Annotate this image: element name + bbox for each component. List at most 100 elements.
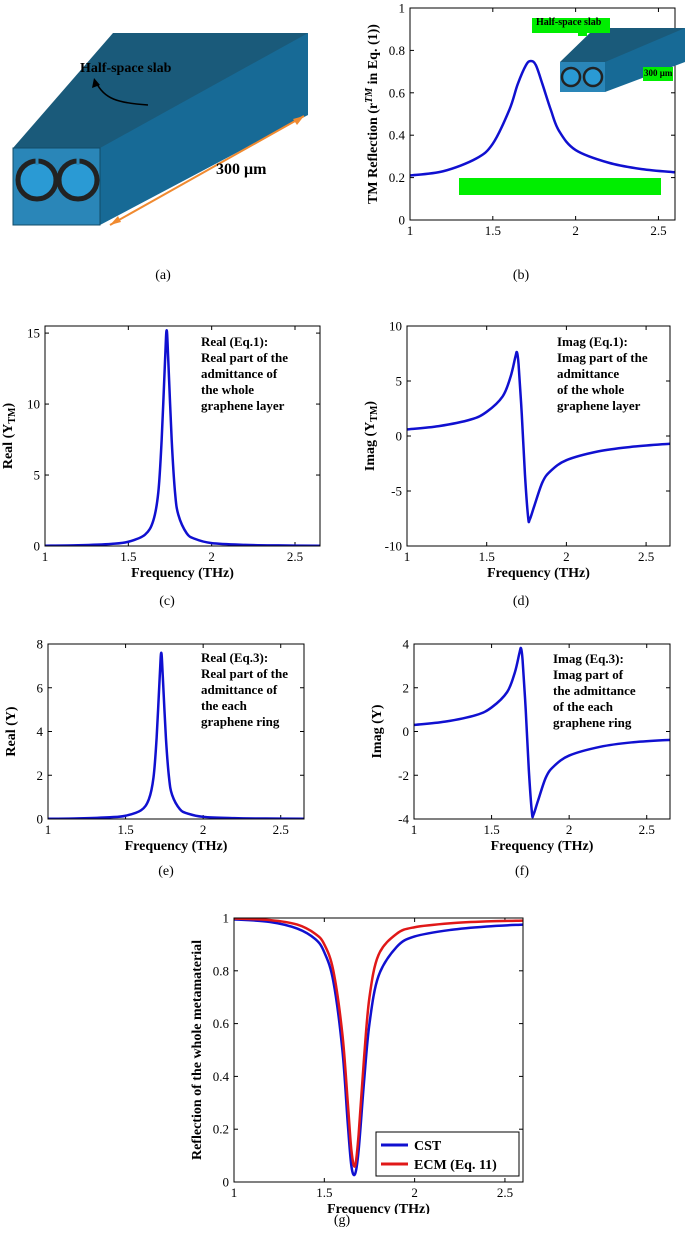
inset-side-face bbox=[605, 28, 685, 92]
length-label: 300 μm bbox=[216, 161, 267, 178]
axes-box-d bbox=[406, 325, 671, 547]
annotation-f-line-5: graphene ring bbox=[553, 715, 632, 730]
y-tick-label-g-5: 1 bbox=[223, 912, 230, 926]
y-tick-label-g-0: 0 bbox=[223, 1175, 230, 1190]
y-axis-label-f: Imag (Y) bbox=[370, 704, 385, 758]
x-tick-label-c-1: 1.5 bbox=[120, 549, 136, 564]
annotation-f-line-2: Imag part of bbox=[553, 667, 624, 682]
length-arrowhead-end bbox=[293, 116, 304, 125]
annotation-e: Real (Eq.3): Real part of the admittance… bbox=[201, 650, 288, 730]
inset-ring-left bbox=[560, 66, 582, 88]
annotation-c-line-1: Real (Eq.1): bbox=[201, 334, 269, 349]
annotation-d-line-5: graphene layer bbox=[557, 398, 641, 413]
x-tick-label-g-3: 2.5 bbox=[497, 1185, 513, 1200]
annotation-e-line-2: Real part of the bbox=[201, 666, 289, 681]
x-tick-label-d-3: 2.5 bbox=[638, 549, 654, 564]
y-tick-label-g-2: 0.4 bbox=[213, 1069, 230, 1084]
y-tick-label-b-2: 0.4 bbox=[389, 128, 406, 143]
x-tick-label-d-2: 2 bbox=[563, 549, 570, 564]
annotation-c-line-4: the whole bbox=[201, 382, 255, 397]
legend-label-g-1: ECM (Eq. 11) bbox=[414, 1158, 497, 1173]
chart-f: 1 1.5 2 2.5 -4 -2 0 2 4 Frequency (THz) Imag (Y) bbox=[370, 637, 671, 854]
y-tick-label-f-3: 2 bbox=[403, 680, 410, 695]
y-tick-label-b-5: 1 bbox=[399, 1, 406, 16]
y-tick-label-g-1: 0.2 bbox=[213, 1122, 229, 1137]
chart-e: 1 1.5 2 2.5 0 2 4 6 8 Frequency (THz) Real (Y) bbox=[4, 637, 305, 854]
x-axis-label-d: Frequency (THz) bbox=[487, 566, 590, 581]
x-tick-label-f-3: 2.5 bbox=[639, 822, 655, 837]
x-tick-label-c-2: 2 bbox=[208, 549, 215, 564]
y-axis-label-tail-c: ) bbox=[1, 403, 16, 408]
length-arrow bbox=[109, 115, 305, 226]
annotation-c-line-2: Real part of the bbox=[201, 350, 289, 365]
y-tick-label-e-2: 4 bbox=[37, 724, 44, 739]
axes-box-b bbox=[409, 7, 676, 221]
y-axis-label-main-g: Reflection of the whole metamaterial bbox=[190, 940, 205, 1160]
annotation-c-line-3: admittance of bbox=[201, 366, 278, 381]
annotation-c-line-5: graphene layer bbox=[201, 398, 285, 413]
x-tick-label-f-2: 2 bbox=[566, 822, 573, 837]
panel-label-b: (b) bbox=[512, 268, 530, 283]
x-tick-label-d-1: 1.5 bbox=[479, 549, 495, 564]
inset-ring-right bbox=[582, 66, 604, 88]
axes-box-e bbox=[47, 643, 305, 820]
y-axis-label-g: Reflection of the whole metamaterial bbox=[190, 940, 205, 1160]
series-line-f-0 bbox=[414, 646, 670, 819]
y-tick-label-f-4: 4 bbox=[403, 637, 410, 652]
y-tick-label-b-0: 0 bbox=[399, 213, 406, 228]
x-tick-label-c-3: 2.5 bbox=[287, 549, 303, 564]
y-tick-label-c-1: 5 bbox=[34, 468, 41, 483]
y-tick-label-e-1: 2 bbox=[37, 768, 44, 783]
annotation-e-line-4: the each bbox=[201, 698, 247, 713]
graphene-ring-right bbox=[56, 158, 100, 202]
annotation-e-line-3: admittance of bbox=[201, 682, 278, 697]
slab-side-face bbox=[100, 33, 308, 225]
y-tick-label-d-3: 5 bbox=[396, 374, 403, 389]
chart-g: 1 1.5 2 2.5 0 0.2 0.4 0.6 0.8 1 Frequency (THz) Ref… bbox=[190, 912, 524, 1214]
slab-label: Half-space slab bbox=[80, 61, 172, 76]
y-tick-label-f-2: 0 bbox=[403, 724, 410, 739]
y-tick-label-c-3: 15 bbox=[27, 326, 40, 341]
y-axis-label-sub-d: TM bbox=[369, 405, 380, 422]
panel-label-a: (a) bbox=[155, 268, 171, 283]
y-axis-label-main-f: Imag (Y) bbox=[370, 704, 385, 758]
inset-slab-label: Half-space slab bbox=[536, 17, 602, 28]
y-tick-label-d-4: 10 bbox=[389, 319, 402, 334]
x-tick-label-b-1: 1.5 bbox=[485, 223, 501, 238]
y-tick-label-f-1: -2 bbox=[398, 768, 409, 783]
y-tick-label-g-3: 0.6 bbox=[213, 1016, 230, 1031]
annotation-c: Real (Eq.1): Real part of the admittance… bbox=[201, 334, 288, 414]
x-tick-label-e-1: 1.5 bbox=[117, 822, 133, 837]
series-line-d-0 bbox=[407, 350, 670, 524]
y-axis-label-main-d: Imag (Y bbox=[363, 422, 378, 471]
slab-pointer-arrowhead bbox=[92, 78, 100, 88]
legend-box-g bbox=[375, 1131, 520, 1177]
x-axis-label-e: Frequency (THz) bbox=[125, 839, 228, 854]
inset-highlight-stub bbox=[578, 28, 587, 36]
x-tick-label-b-3: 2.5 bbox=[650, 223, 666, 238]
plot-area-e bbox=[48, 644, 304, 819]
axes-box-c bbox=[44, 325, 321, 547]
series-line-e-0 bbox=[48, 651, 304, 819]
chart-d: 1 1.5 2 2.5 -10 -5 0 5 10 Frequency (THz) Imag (YT… bbox=[363, 319, 671, 581]
panel-label-f: (f) bbox=[515, 864, 529, 879]
x-axis-label-f: Frequency (THz) bbox=[491, 839, 594, 854]
y-axis-label-tail-b: in Eq. (1)) bbox=[366, 24, 381, 88]
y-axis-label-sup-b: TM bbox=[364, 87, 375, 103]
x-tick-label-d-0: 1 bbox=[404, 549, 411, 564]
annotation-f-line-1: Imag (Eq.3): bbox=[553, 651, 624, 666]
series-line-c-0 bbox=[45, 329, 320, 546]
y-axis-label-sub-c: TM bbox=[7, 407, 18, 424]
length-arrowhead-start bbox=[110, 216, 121, 225]
x-tick-label-e-0: 1 bbox=[45, 822, 52, 837]
inset-length-label: 300 μm bbox=[644, 68, 673, 78]
series-line-g-0 bbox=[234, 918, 523, 1177]
x-tick-label-g-2: 2 bbox=[411, 1185, 418, 1200]
y-axis-label-b: TM Reflection (rTM in Eq. (1)) bbox=[364, 24, 381, 204]
x-tick-label-f-0: 1 bbox=[411, 822, 418, 837]
panel-label-c: (c) bbox=[159, 594, 175, 609]
y-tick-label-b-4: 0.8 bbox=[389, 43, 405, 58]
annotation-d: Imag (Eq.1): Imag part of the admittance… bbox=[557, 334, 648, 414]
inset-length-highlight bbox=[643, 67, 673, 81]
y-tick-label-d-0: -10 bbox=[385, 539, 402, 554]
